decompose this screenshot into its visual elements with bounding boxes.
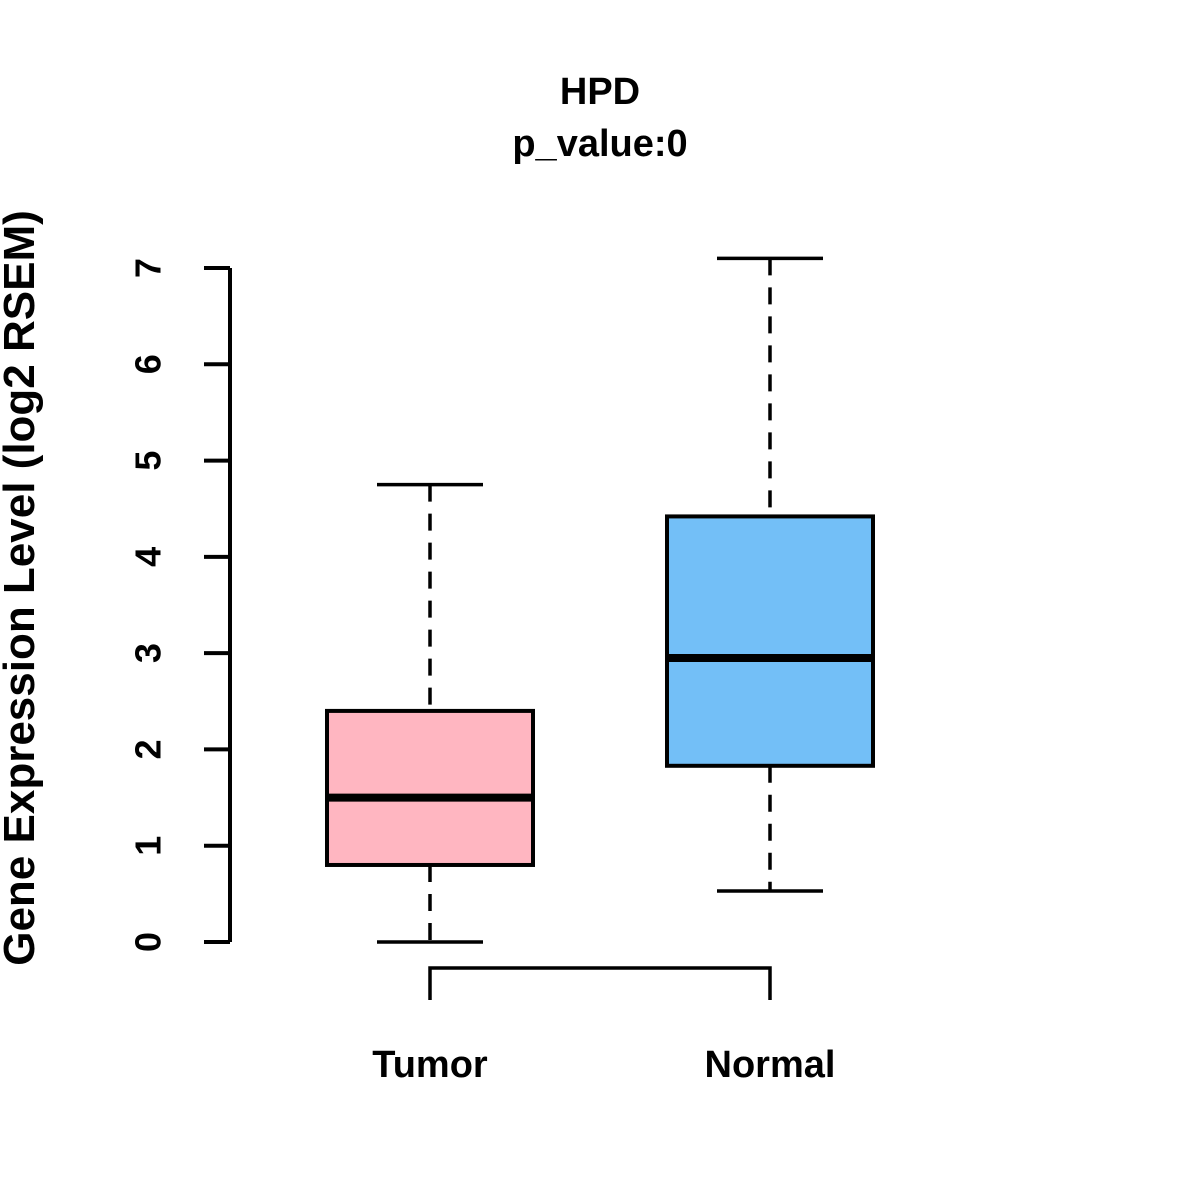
x-axis-label-tumor: Tumor [372,1044,488,1086]
iqr-box [665,514,875,768]
x-axis-label-normal: Normal [705,1044,836,1086]
boxplot-tumor [325,482,535,944]
y-axis-tick-label: 3 [128,643,169,663]
y-axis-tick-label: 6 [128,354,169,374]
y-axis-tick-label: 1 [128,836,169,856]
boxplot-normal [665,256,875,893]
iqr-box [325,708,535,867]
y-axis-tick-label: 5 [128,451,169,471]
chart-subtitle: p_value:0 [512,123,687,165]
x-axis-bracket: Tumor Normal [372,966,836,1086]
chart-title: HPD [560,71,640,113]
y-axis-tick-label: 7 [128,258,169,278]
y-axis-label: Gene Expression Level (log2 RSEM) [0,210,44,966]
y-axis-tick-label: 0 [128,932,169,952]
y-axis-tick-label: 2 [128,739,169,759]
y-axis-tick-label: 4 [128,547,169,567]
y-axis: 0 1 2 3 4 5 6 7 [128,258,232,952]
x-axis-line [428,966,772,1000]
box-group [325,256,875,944]
